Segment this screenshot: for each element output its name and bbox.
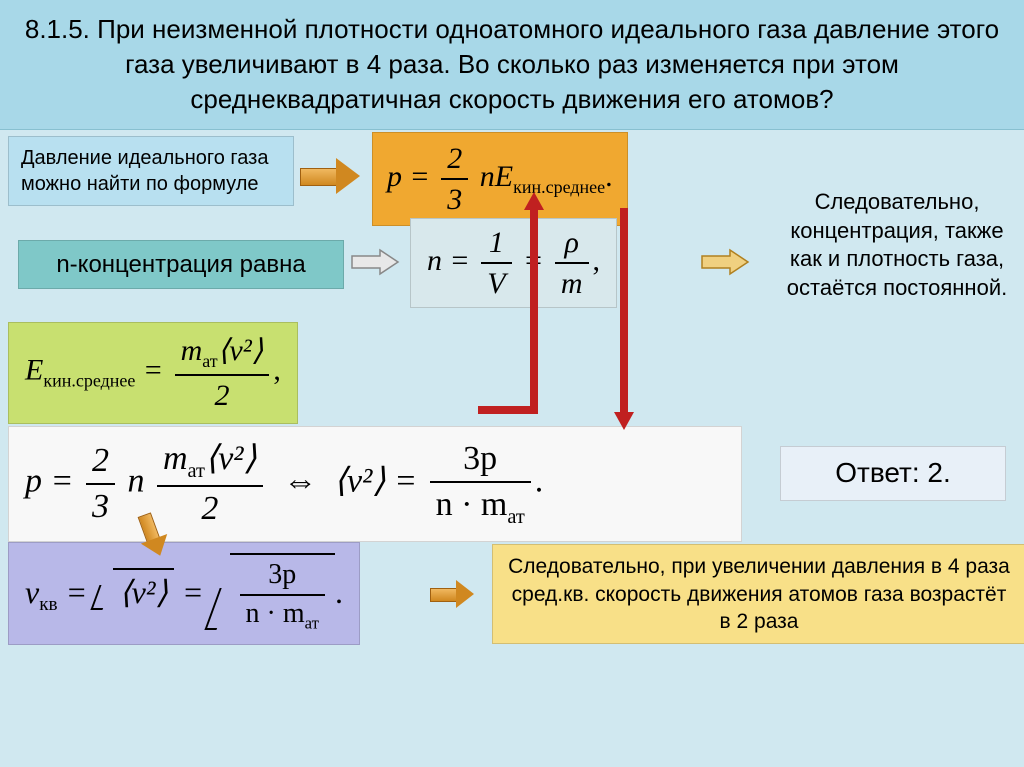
label-concentration-text: n-концентрация равна <box>56 251 305 278</box>
arrow-icon <box>300 158 360 194</box>
v2-lhs: ⟨v²⟩ <box>334 463 386 500</box>
problem-number: 8.1.5. <box>25 14 90 44</box>
num: 3p <box>240 557 325 595</box>
label-pressure-formula: Давление идеального газа можно найти по … <box>8 136 294 206</box>
consequence-text: Следовательно, концентрация, также как и… <box>770 180 1024 310</box>
formula-n: n = 1 V = ρ m , <box>410 218 617 308</box>
den: 2 <box>175 376 270 415</box>
red-arrowhead-down-icon <box>614 412 634 430</box>
frac-num: 2 <box>441 139 468 180</box>
arrow-icon <box>430 580 476 608</box>
v-lhs: v <box>25 574 39 610</box>
rhs-den-sub: ат <box>507 506 524 528</box>
arrow-hollow-icon <box>700 248 750 276</box>
frac-den: 3 <box>441 180 468 219</box>
den-a: n · m <box>246 598 305 629</box>
formula-p-full: p = 2 3 n mат⟨v²⟩ 2 ⇔ ⟨v²⟩ = 3p n · mат … <box>8 426 742 542</box>
conclusion-text: Следовательно, при увеличении давления в… <box>508 555 1010 633</box>
frac-den: 3 <box>86 485 115 529</box>
formula-right: nE <box>480 160 513 193</box>
formula-vkv: vкв = ⟨v²⟩ = 3p n · mат . <box>8 542 360 645</box>
rhs-den: n · m <box>436 486 508 523</box>
e-lhs: E <box>25 354 43 387</box>
v-lhs-sub: кв <box>39 594 57 615</box>
num-b: ⟨v²⟩ <box>218 334 264 367</box>
frac-num: ρ <box>555 223 589 264</box>
frac-num: 1 <box>481 223 511 264</box>
label-pressure-formula-text: Давление идеального газа можно найти по … <box>21 147 268 195</box>
iff: ⇔ <box>283 463 317 500</box>
sqrt-v2: ⟨v²⟩ <box>113 568 174 614</box>
m-sub: ат <box>188 460 205 482</box>
red-arrowhead-up-icon <box>524 192 544 210</box>
formula-e-kinetic: Eкин.среднее = mат⟨v²⟩ 2 , <box>8 322 298 423</box>
red-arrow-line <box>620 208 628 414</box>
den: 2 <box>157 487 263 531</box>
rhs-num: 3p <box>430 437 531 483</box>
m: m <box>163 440 188 477</box>
solution-area: Давление идеального газа можно найти по … <box>0 130 1024 720</box>
formula-tail: . <box>605 160 613 193</box>
formula-tail: , <box>273 354 281 387</box>
frac-num: 2 <box>86 439 115 485</box>
problem-statement: 8.1.5. При неизменной плотности одноатом… <box>0 0 1024 130</box>
v2: ⟨v²⟩ <box>205 440 257 477</box>
num-a-sub: ат <box>202 351 217 371</box>
frac-den: V <box>481 264 511 303</box>
formula-tail: . <box>535 463 544 500</box>
consequence-1: Следовательно, концентрация, также как и… <box>787 189 1007 300</box>
red-arrow-line <box>478 406 538 414</box>
answer-box: Ответ: 2. <box>780 446 1006 500</box>
problem-text: При неизменной плотности одноатомного ид… <box>97 14 999 114</box>
formula-p-kinetic: p = 2 3 nEкин.среднее. <box>372 132 628 226</box>
num-a: m <box>181 334 203 367</box>
frac-den: m <box>555 264 589 303</box>
den-sub: ат <box>305 613 319 632</box>
conclusion-box: Следовательно, при увеличении давления в… <box>492 544 1024 644</box>
formula-tail: . <box>335 574 343 610</box>
arrow-hollow-icon <box>350 248 400 276</box>
answer-text: Ответ: 2. <box>835 457 951 488</box>
e-lhs-sub: кин.среднее <box>43 371 135 391</box>
label-concentration: n-концентрация равна <box>18 240 344 289</box>
formula-tail: , <box>593 244 601 277</box>
red-arrow-line <box>530 208 538 414</box>
